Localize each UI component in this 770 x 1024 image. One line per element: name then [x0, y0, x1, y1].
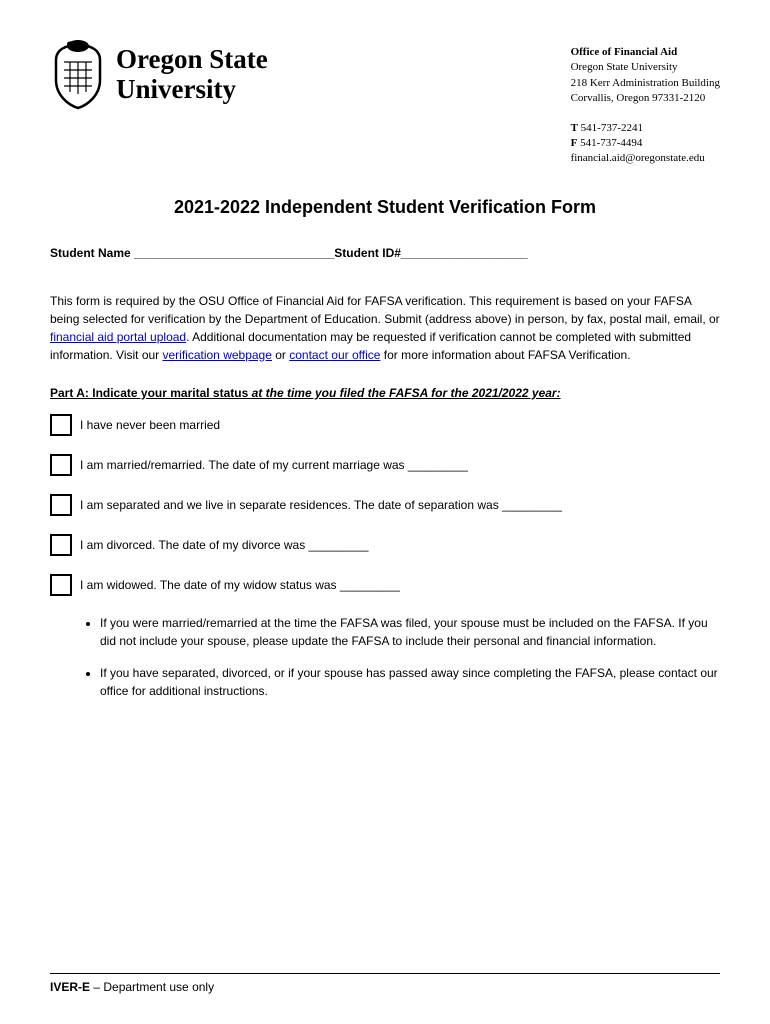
portal-upload-link[interactable]: financial aid portal upload: [50, 330, 186, 344]
checkbox-label: I am married/remarried. The date of my c…: [80, 458, 468, 472]
university-name: Oregon State University: [116, 45, 268, 104]
checkbox-label: I am divorced. The date of my divorce wa…: [80, 538, 369, 552]
checkbox-icon[interactable]: [50, 454, 72, 476]
footer-text: – Department use only: [90, 980, 214, 994]
univ-line2: University: [116, 75, 268, 105]
student-id-label: Student ID#: [334, 246, 401, 260]
checkbox-row-separated: I am separated and we live in separate r…: [50, 494, 720, 516]
checkbox-row-divorced: I am divorced. The date of my divorce wa…: [50, 534, 720, 556]
checkbox-icon[interactable]: [50, 534, 72, 556]
checkbox-label: I have never been married: [80, 418, 220, 432]
student-id-blank[interactable]: ___________________: [401, 246, 528, 260]
university-crest-icon: [50, 40, 106, 110]
student-name-label: Student Name: [50, 246, 131, 260]
footer-code: IVER-E: [50, 980, 90, 994]
verification-webpage-link[interactable]: verification webpage: [163, 348, 272, 362]
heading-prefix: Part A: Indicate your marital status: [50, 386, 252, 400]
office-line: Oregon State University: [571, 60, 720, 75]
checkbox-icon[interactable]: [50, 574, 72, 596]
checkbox-icon[interactable]: [50, 414, 72, 436]
part-a-heading: Part A: Indicate your marital status at …: [50, 386, 720, 400]
contact-office-link[interactable]: contact our office: [289, 348, 380, 362]
checkbox-label: I am separated and we live in separate r…: [80, 498, 562, 512]
student-name-blank[interactable]: ______________________________: [134, 246, 334, 260]
note-item: If you have separated, divorced, or if y…: [100, 664, 720, 700]
office-address-block: Office of Financial Aid Oregon State Uni…: [571, 45, 720, 167]
footer: IVER-E – Department use only: [50, 973, 720, 994]
checkbox-row-widowed: I am widowed. The date of my widow statu…: [50, 574, 720, 596]
email-line: financial.aid@oregonstate.edu: [571, 151, 720, 166]
office-line: Corvallis, Oregon 97331-2120: [571, 91, 720, 106]
office-title: Office of Financial Aid: [571, 45, 720, 60]
header-row: Oregon State University Office of Financ…: [50, 40, 720, 167]
form-title: 2021-2022 Independent Student Verificati…: [50, 197, 720, 218]
intro-paragraph: This form is required by the OSU Office …: [50, 292, 720, 364]
checkbox-label: I am widowed. The date of my widow statu…: [80, 578, 400, 592]
intro-text: or: [272, 348, 289, 362]
notes-list: If you were married/remarried at the tim…: [100, 614, 720, 700]
checkbox-row-married: I am married/remarried. The date of my c…: [50, 454, 720, 476]
contact-block: T 541-737-2241 F 541-737-4494 financial.…: [571, 121, 720, 167]
intro-text: This form is required by the OSU Office …: [50, 294, 720, 326]
univ-line1: Oregon State: [116, 45, 268, 75]
note-item: If you were married/remarried at the tim…: [100, 614, 720, 650]
phone-line: T 541-737-2241: [571, 121, 720, 136]
heading-italic: at the time you filed the FAFSA for the …: [252, 386, 561, 400]
fax-line: F 541-737-4494: [571, 136, 720, 151]
intro-text: for more information about FAFSA Verific…: [380, 348, 630, 362]
checkbox-icon[interactable]: [50, 494, 72, 516]
student-fields-row: Student Name ___________________________…: [50, 246, 720, 260]
checkbox-row-never-married: I have never been married: [50, 414, 720, 436]
logo-block: Oregon State University: [50, 40, 268, 110]
office-line: 218 Kerr Administration Building: [571, 76, 720, 91]
